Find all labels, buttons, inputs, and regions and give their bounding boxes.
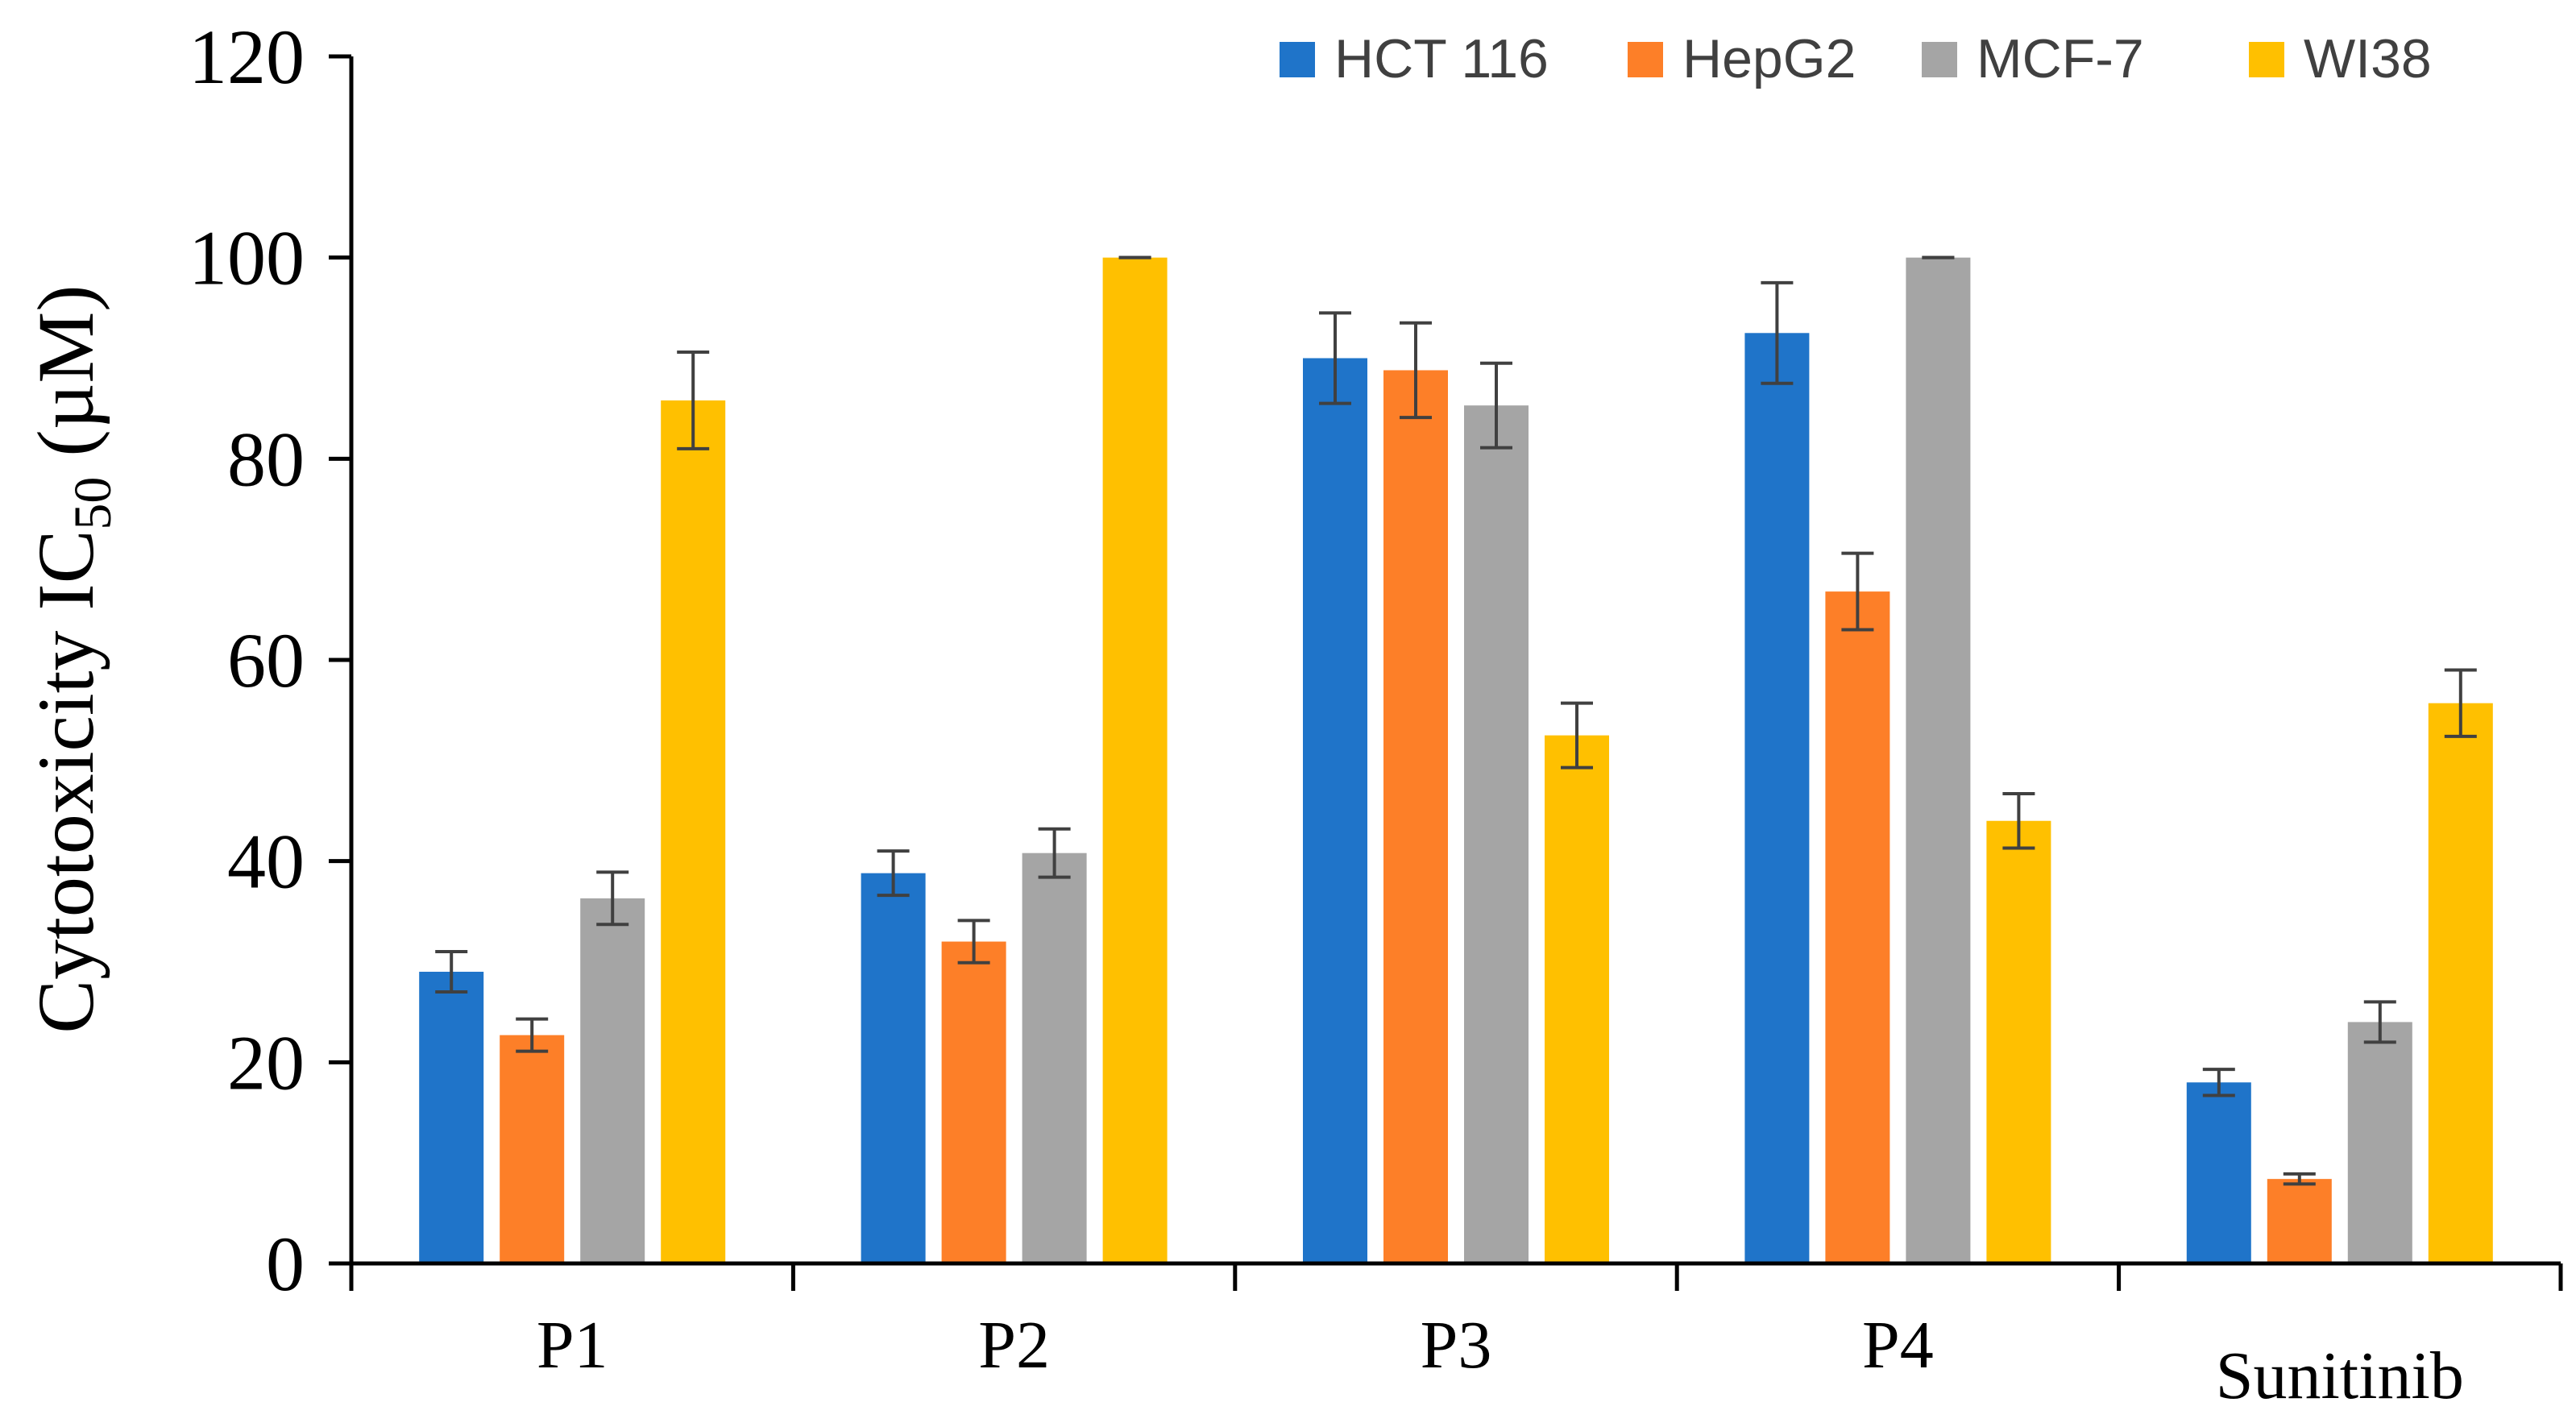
bar [1906, 257, 1971, 1264]
x-category-label: P1 [537, 1308, 608, 1383]
y-ticks-group: 0 20 40 60 80 100 120 [189, 14, 351, 1307]
y-tick-label: 20 [227, 1019, 305, 1106]
y-axis-title-subscript: 50 [64, 477, 122, 530]
x-category-label: P2 [978, 1308, 1050, 1383]
y-tick-label: 120 [189, 14, 305, 100]
bar [1022, 853, 1087, 1263]
y-tick-label: 100 [189, 215, 305, 301]
error-bars-group [435, 255, 2477, 1186]
bar [661, 400, 726, 1264]
y-tick-label: 0 [266, 1221, 305, 1307]
bar [2347, 1022, 2412, 1263]
bar [1383, 370, 1448, 1264]
x-category-label: P3 [1421, 1308, 1492, 1383]
bar [941, 941, 1006, 1263]
bar [2186, 1082, 2251, 1263]
legend-label: HCT 116 [1334, 28, 1549, 89]
bar [1303, 358, 1367, 1263]
bar [1744, 333, 1810, 1264]
bar [2428, 703, 2493, 1263]
bar [861, 873, 926, 1263]
legend-swatch [1280, 42, 1315, 77]
bar [419, 971, 484, 1263]
legend-swatch [1922, 42, 1957, 77]
y-tick-label: 80 [227, 416, 305, 502]
y-axis-title-group: Cytotoxicity IC50 (µM) [21, 284, 122, 1033]
bar [1825, 591, 1890, 1263]
legend-label: WI38 [2304, 28, 2432, 89]
y-tick-label: 40 [227, 819, 305, 905]
legend-label: HepG2 [1682, 28, 1856, 89]
legend-label: MCF-7 [1977, 28, 2144, 89]
y-axis-title-main: Cytotoxicity IC [21, 530, 110, 1034]
bar [1464, 405, 1529, 1264]
legend-swatch [1628, 42, 1663, 77]
bar [1102, 257, 1168, 1264]
bar [500, 1035, 565, 1263]
legend-swatch [2249, 42, 2284, 77]
x-category-label: P4 [1862, 1308, 1934, 1383]
bars-group [419, 257, 2493, 1264]
x-category-label: Sunitinib [2216, 1338, 2464, 1413]
y-axis-title-unit: (µM) [21, 284, 110, 476]
legend: HCT 116 HepG2 MCF-7 WI38 [1280, 28, 2432, 89]
y-tick-label: 60 [227, 617, 305, 703]
bar [1986, 820, 2051, 1263]
bar [1545, 735, 1609, 1263]
bar [580, 898, 645, 1263]
bar [2267, 1179, 2332, 1263]
y-axis-title: Cytotoxicity IC50 (µM) [21, 284, 122, 1033]
x-ticks-group: P1 P2 P3 P4 Sunitinib [349, 1263, 2563, 1413]
